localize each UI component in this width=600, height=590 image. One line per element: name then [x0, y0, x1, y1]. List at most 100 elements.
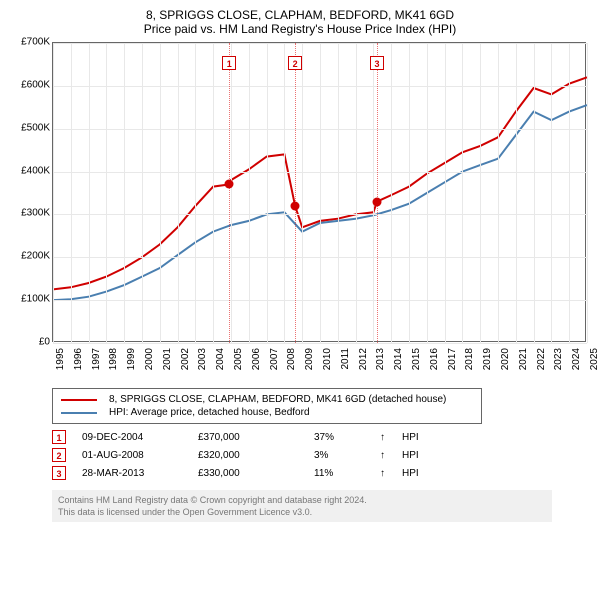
x-tick-label: 1998 — [108, 348, 119, 370]
gridline-v — [569, 43, 570, 343]
gridline-v — [178, 43, 179, 343]
gridline-v — [409, 43, 410, 343]
arrow-up-icon: ↑ — [380, 432, 396, 443]
attribution-line: Contains HM Land Registry data © Crown c… — [58, 494, 546, 506]
y-tick-label: £600K — [10, 79, 50, 90]
gridline-v — [516, 43, 517, 343]
gridline-v — [338, 43, 339, 343]
event-marker-line — [295, 43, 296, 343]
gridline-v — [142, 43, 143, 343]
arrow-up-icon: ↑ — [380, 450, 396, 461]
gridline-v — [89, 43, 90, 343]
event-price: £320,000 — [198, 450, 308, 461]
event-marker-dot — [291, 201, 300, 210]
y-tick-label: £100K — [10, 294, 50, 305]
event-price: £370,000 — [198, 432, 308, 443]
gridline-v — [320, 43, 321, 343]
chart-title-line1: 8, SPRIGGS CLOSE, CLAPHAM, BEDFORD, MK41… — [10, 8, 590, 22]
event-pct: 11% — [314, 468, 374, 479]
x-tick-label: 2019 — [482, 348, 493, 370]
x-tick-label: 2009 — [304, 348, 315, 370]
event-row: 2 01-AUG-2008 £320,000 3% ↑ HPI — [52, 446, 552, 464]
attribution-line: This data is licensed under the Open Gov… — [58, 506, 546, 518]
event-number-badge: 3 — [52, 466, 66, 480]
event-suffix: HPI — [402, 432, 432, 443]
x-tick-label: 2018 — [464, 348, 475, 370]
gridline-v — [284, 43, 285, 343]
y-tick-label: £500K — [10, 122, 50, 133]
x-tick-label: 2025 — [589, 348, 600, 370]
x-tick-label: 2015 — [411, 348, 422, 370]
gridline-v — [124, 43, 125, 343]
gridline-h — [53, 343, 587, 344]
legend-swatch — [61, 399, 97, 401]
gridline-v — [160, 43, 161, 343]
gridline-v — [534, 43, 535, 343]
gridline-v — [213, 43, 214, 343]
event-suffix: HPI — [402, 468, 432, 479]
gridline-v — [71, 43, 72, 343]
x-tick-label: 2002 — [180, 348, 191, 370]
event-number-badge: 2 — [52, 448, 66, 462]
legend-label: HPI: Average price, detached house, Bedf… — [109, 407, 310, 418]
x-tick-label: 2006 — [251, 348, 262, 370]
gridline-v — [356, 43, 357, 343]
event-row: 3 28-MAR-2013 £330,000 11% ↑ HPI — [52, 464, 552, 482]
x-tick-label: 2012 — [358, 348, 369, 370]
event-row: 1 09-DEC-2004 £370,000 37% ↑ HPI — [52, 428, 552, 446]
x-tick-label: 2017 — [447, 348, 458, 370]
x-tick-label: 2013 — [375, 348, 386, 370]
x-tick-label: 2014 — [393, 348, 404, 370]
chart-area: £0£100K£200K£300K£400K£500K£600K£700K 12… — [10, 42, 590, 382]
event-date: 09-DEC-2004 — [82, 432, 192, 443]
y-tick-label: £200K — [10, 251, 50, 262]
legend-box: 8, SPRIGGS CLOSE, CLAPHAM, BEDFORD, MK41… — [52, 388, 482, 424]
x-tick-label: 2003 — [197, 348, 208, 370]
event-price: £330,000 — [198, 468, 308, 479]
event-suffix: HPI — [402, 450, 432, 461]
x-tick-label: 2008 — [286, 348, 297, 370]
gridline-v — [53, 43, 54, 343]
gridline-v — [231, 43, 232, 343]
event-date: 01-AUG-2008 — [82, 450, 192, 461]
chart-title-line2: Price paid vs. HM Land Registry's House … — [10, 22, 590, 36]
y-tick-label: £700K — [10, 37, 50, 48]
legend-item: HPI: Average price, detached house, Bedf… — [61, 407, 473, 418]
plot-region: 123 — [52, 42, 586, 342]
x-tick-label: 2011 — [340, 348, 351, 370]
event-marker-dot — [372, 197, 381, 206]
events-table: 1 09-DEC-2004 £370,000 37% ↑ HPI 2 01-AU… — [52, 428, 552, 482]
x-tick-label: 2000 — [144, 348, 155, 370]
legend-item: 8, SPRIGGS CLOSE, CLAPHAM, BEDFORD, MK41… — [61, 394, 473, 405]
gridline-v — [302, 43, 303, 343]
x-tick-label: 2001 — [162, 348, 173, 370]
gridline-v — [427, 43, 428, 343]
x-tick-label: 2016 — [429, 348, 440, 370]
gridline-v — [480, 43, 481, 343]
event-number-badge: 3 — [370, 56, 384, 70]
x-tick-label: 2022 — [536, 348, 547, 370]
event-number-badge: 2 — [288, 56, 302, 70]
gridline-v — [267, 43, 268, 343]
event-pct: 37% — [314, 432, 374, 443]
x-tick-label: 2023 — [553, 348, 564, 370]
x-tick-label: 1995 — [55, 348, 66, 370]
gridline-v — [498, 43, 499, 343]
gridline-v — [195, 43, 196, 343]
title-block: 8, SPRIGGS CLOSE, CLAPHAM, BEDFORD, MK41… — [10, 8, 590, 36]
x-tick-label: 1999 — [126, 348, 137, 370]
attribution-box: Contains HM Land Registry data © Crown c… — [52, 490, 552, 522]
y-tick-label: £0 — [10, 337, 50, 348]
y-tick-label: £300K — [10, 208, 50, 219]
event-number-badge: 1 — [52, 430, 66, 444]
x-tick-label: 2005 — [233, 348, 244, 370]
legend-swatch — [61, 412, 97, 414]
gridline-v — [551, 43, 552, 343]
gridline-v — [373, 43, 374, 343]
x-tick-label: 1996 — [73, 348, 84, 370]
x-tick-label: 2010 — [322, 348, 333, 370]
gridline-v — [391, 43, 392, 343]
event-marker-line — [377, 43, 378, 343]
gridline-v — [249, 43, 250, 343]
legend-label: 8, SPRIGGS CLOSE, CLAPHAM, BEDFORD, MK41… — [109, 394, 446, 405]
